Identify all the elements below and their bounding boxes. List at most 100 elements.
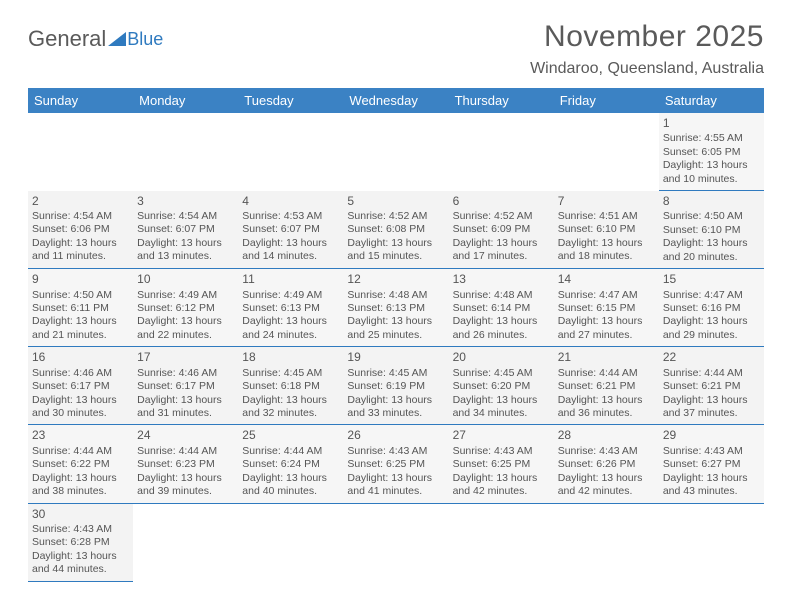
- calendar-row: 9 Sunrise: 4:50 AMSunset: 6:11 PMDaylight…: [28, 269, 764, 347]
- day-number: 28: [558, 428, 655, 443]
- day-cell-5: 5Sunrise: 4:52 AMSunset: 6:08 PMDaylight…: [343, 191, 448, 269]
- day-cell-15: 15Sunrise: 4:47 AMSunset: 6:16 PMDayligh…: [659, 269, 764, 347]
- calendar-table: SundayMondayTuesdayWednesdayThursdayFrid…: [28, 88, 764, 582]
- day-cell-3: 3Sunrise: 4:54 AMSunset: 6:07 PMDaylight…: [133, 191, 238, 269]
- calendar-row: 30Sunrise: 4:43 AMSunset: 6:28 PMDayligh…: [28, 503, 764, 581]
- day-cell-8: 8Sunrise: 4:50 AMSunset: 6:10 PMDaylight…: [659, 191, 764, 269]
- day-cell-11: 11 Sunrise: 4:49 AMSunset: 6:13 PMDayligh…: [238, 269, 343, 347]
- day-cell-10: 10 Sunrise: 4:49 AMSunset: 6:12 PMDayligh…: [133, 269, 238, 347]
- page-title: November 2025: [530, 20, 764, 54]
- day-number: 22: [663, 350, 760, 365]
- dayhead-sunday: Sunday: [28, 88, 133, 113]
- dayhead-saturday: Saturday: [659, 88, 764, 113]
- day-info: Sunrise: 4:50 AMSunset: 6:11 PMDaylight:…: [32, 289, 129, 343]
- day-number: 18: [242, 350, 339, 365]
- day-info: Sunrise: 4:53 AMSunset: 6:07 PMDaylight:…: [242, 210, 339, 264]
- sail-icon: [108, 32, 126, 46]
- empty-cell: [238, 113, 343, 191]
- calendar-row: 16 Sunrise: 4:46 AMSunset: 6:17 PMDayligh…: [28, 347, 764, 425]
- day-info: Sunrise: 4:48 AMSunset: 6:14 PMDaylight:…: [453, 289, 550, 343]
- location-text: Windaroo, Queensland, Australia: [530, 60, 764, 78]
- day-number: 9: [32, 272, 129, 287]
- day-number: 2: [32, 194, 129, 209]
- dayhead-thursday: Thursday: [449, 88, 554, 113]
- empty-cell: [28, 113, 133, 191]
- logo-text-1: General: [28, 26, 106, 52]
- day-cell-20: 20 Sunrise: 4:45 AMSunset: 6:20 PMDayligh…: [449, 347, 554, 425]
- day-cell-30: 30Sunrise: 4:43 AMSunset: 6:28 PMDayligh…: [28, 503, 133, 581]
- day-cell-28: 28 Sunrise: 4:43 AMSunset: 6:26 PMDayligh…: [554, 425, 659, 503]
- day-number: 23: [32, 428, 129, 443]
- day-number: 25: [242, 428, 339, 443]
- day-number: 8: [663, 194, 760, 209]
- day-info: Sunrise: 4:49 AMSunset: 6:12 PMDaylight:…: [137, 289, 234, 343]
- day-cell-17: 17Sunrise: 4:46 AMSunset: 6:17 PMDayligh…: [133, 347, 238, 425]
- day-info: Sunrise: 4:44 AMSunset: 6:24 PMDaylight:…: [242, 445, 339, 499]
- day-number: 19: [347, 350, 444, 365]
- day-cell-23: 23Sunrise: 4:44 AMSunset: 6:22 PMDayligh…: [28, 425, 133, 503]
- day-number: 20: [453, 350, 550, 365]
- day-number: 1: [663, 116, 760, 131]
- day-number: 13: [453, 272, 550, 287]
- calendar-row: 1Sunrise: 4:55 AMSunset: 6:05 PMDaylight…: [28, 113, 764, 191]
- calendar-row: 2Sunrise: 4:54 AMSunset: 6:06 PMDaylight…: [28, 191, 764, 269]
- day-info: Sunrise: 4:47 AMSunset: 6:15 PMDaylight:…: [558, 289, 655, 343]
- day-info: Sunrise: 4:52 AMSunset: 6:08 PMDaylight:…: [347, 210, 444, 264]
- day-info: Sunrise: 4:46 AMSunset: 6:17 PMDaylight:…: [137, 367, 234, 421]
- dayhead-tuesday: Tuesday: [238, 88, 343, 113]
- day-info: Sunrise: 4:49 AMSunset: 6:13 PMDaylight:…: [242, 289, 339, 343]
- day-info: Sunrise: 4:45 AMSunset: 6:20 PMDaylight:…: [453, 367, 550, 421]
- day-cell-18: 18 Sunrise: 4:45 AMSunset: 6:18 PMDayligh…: [238, 347, 343, 425]
- empty-cell: [554, 113, 659, 191]
- day-cell-27: 27Sunrise: 4:43 AMSunset: 6:25 PMDayligh…: [449, 425, 554, 503]
- dayhead-wednesday: Wednesday: [343, 88, 448, 113]
- day-number: 5: [347, 194, 444, 209]
- day-number: 26: [347, 428, 444, 443]
- day-cell-22: 22Sunrise: 4:44 AMSunset: 6:21 PMDayligh…: [659, 347, 764, 425]
- day-info: Sunrise: 4:43 AMSunset: 6:25 PMDaylight:…: [453, 445, 550, 499]
- day-number: 24: [137, 428, 234, 443]
- calendar-head: SundayMondayTuesdayWednesdayThursdayFrid…: [28, 88, 764, 113]
- day-number: 15: [663, 272, 760, 287]
- day-info: Sunrise: 4:45 AMSunset: 6:18 PMDaylight:…: [242, 367, 339, 421]
- day-number: 3: [137, 194, 234, 209]
- day-info: Sunrise: 4:43 AMSunset: 6:25 PMDaylight:…: [347, 445, 444, 499]
- day-number: 29: [663, 428, 760, 443]
- empty-cell: [449, 503, 554, 581]
- day-cell-4: 4Sunrise: 4:53 AMSunset: 6:07 PMDaylight…: [238, 191, 343, 269]
- day-cell-2: 2Sunrise: 4:54 AMSunset: 6:06 PMDaylight…: [28, 191, 133, 269]
- day-info: Sunrise: 4:46 AMSunset: 6:17 PMDaylight:…: [32, 367, 129, 421]
- day-info: Sunrise: 4:43 AMSunset: 6:27 PMDaylight:…: [663, 445, 760, 499]
- day-info: Sunrise: 4:51 AMSunset: 6:10 PMDaylight:…: [558, 210, 655, 264]
- day-info: Sunrise: 4:54 AMSunset: 6:07 PMDaylight:…: [137, 210, 234, 264]
- day-cell-9: 9 Sunrise: 4:50 AMSunset: 6:11 PMDaylight…: [28, 269, 133, 347]
- day-number: 7: [558, 194, 655, 209]
- day-number: 30: [32, 507, 129, 522]
- day-info: Sunrise: 4:54 AMSunset: 6:06 PMDaylight:…: [32, 210, 129, 264]
- empty-cell: [659, 503, 764, 581]
- day-number: 16: [32, 350, 129, 365]
- day-info: Sunrise: 4:55 AMSunset: 6:05 PMDaylight:…: [663, 132, 760, 186]
- empty-cell: [133, 113, 238, 191]
- day-cell-29: 29 Sunrise: 4:43 AMSunset: 6:27 PMDayligh…: [659, 425, 764, 503]
- day-cell-7: 7Sunrise: 4:51 AMSunset: 6:10 PMDaylight…: [554, 191, 659, 269]
- day-number: 12: [347, 272, 444, 287]
- day-info: Sunrise: 4:50 AMSunset: 6:10 PMDaylight:…: [663, 210, 760, 264]
- day-cell-12: 12 Sunrise: 4:48 AMSunset: 6:13 PMDayligh…: [343, 269, 448, 347]
- day-number: 10: [137, 272, 234, 287]
- day-number: 11: [242, 272, 339, 287]
- empty-cell: [133, 503, 238, 581]
- day-number: 4: [242, 194, 339, 209]
- title-block: November 2025 Windaroo, Queensland, Aust…: [530, 20, 764, 78]
- day-info: Sunrise: 4:52 AMSunset: 6:09 PMDaylight:…: [453, 210, 550, 264]
- day-info: Sunrise: 4:43 AMSunset: 6:28 PMDaylight:…: [32, 523, 129, 577]
- header: General Blue November 2025 Windaroo, Que…: [28, 20, 764, 78]
- day-cell-1: 1Sunrise: 4:55 AMSunset: 6:05 PMDaylight…: [659, 113, 764, 191]
- day-info: Sunrise: 4:43 AMSunset: 6:26 PMDaylight:…: [558, 445, 655, 499]
- calendar-body: 1Sunrise: 4:55 AMSunset: 6:05 PMDaylight…: [28, 113, 764, 581]
- day-cell-19: 19Sunrise: 4:45 AMSunset: 6:19 PMDayligh…: [343, 347, 448, 425]
- calendar-row: 23Sunrise: 4:44 AMSunset: 6:22 PMDayligh…: [28, 425, 764, 503]
- day-info: Sunrise: 4:48 AMSunset: 6:13 PMDaylight:…: [347, 289, 444, 343]
- logo: General Blue: [28, 26, 163, 52]
- empty-cell: [238, 503, 343, 581]
